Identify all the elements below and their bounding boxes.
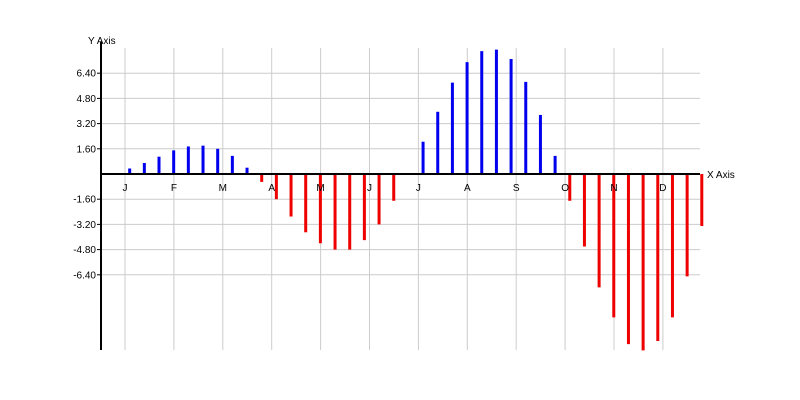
y-tick-label: -6.40 [73,270,96,281]
axes [100,42,700,350]
x-tick-label: F [171,183,177,194]
x-tick-label: A [464,183,471,194]
y-tick-label: 4.80 [77,94,97,105]
y-tick-label: 3.20 [77,119,97,130]
x-tick-label: D [659,183,666,194]
x-tick-label: M [219,183,227,194]
x-tick-label: A [268,183,275,194]
y-tick-label: 1.60 [77,144,97,155]
y-tick-label: -3.20 [73,220,96,231]
x-tick-label: M [316,183,324,194]
x-tick-label: N [610,183,617,194]
y-tick-label: -4.80 [73,245,96,256]
x-tick-label: J [123,183,128,194]
y-tick-label: -1.60 [73,195,96,206]
x-tick-label: J [367,183,372,194]
x-tick-label: S [513,183,520,194]
bars [113,49,704,351]
x-axis-title: X Axis [707,170,735,181]
grid-lines [97,48,700,350]
x-tick-label: J [416,183,421,194]
y-tick-labels: 6.40 4.80 3.20 1.60 -1.60 -3.20 -4.80 -6.40 [73,69,96,282]
y-axis-title: Y Axis [88,36,116,47]
x-tick-label: O [561,183,569,194]
y-tick-label: 6.40 [77,69,97,80]
